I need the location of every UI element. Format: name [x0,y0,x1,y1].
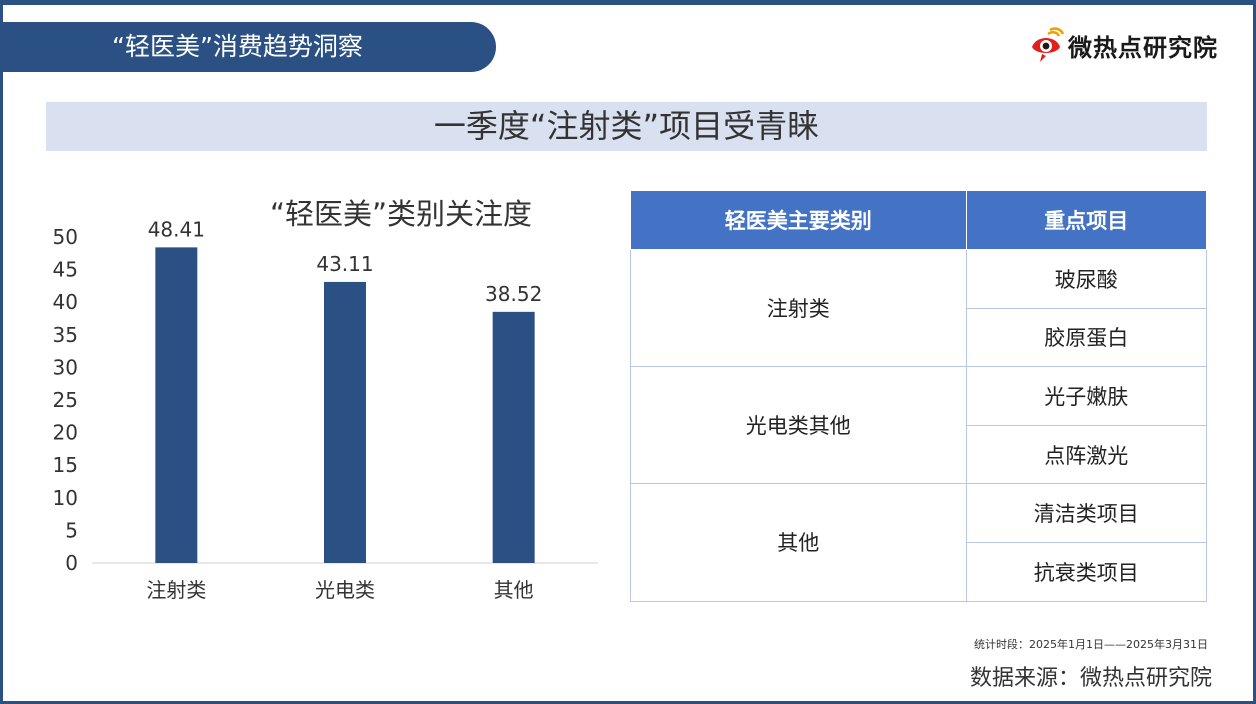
bar [492,311,535,563]
project-cell: 光子嫩肤 [965,366,1208,426]
table-row: 注射类 玻尿酸 [630,248,1208,368]
data-source: 数据来源：微热点研究院 [969,666,1212,691]
project-cell: 抗衰类项目 [965,541,1208,602]
y-tick-label: 25 [53,388,78,412]
project-cell: 点阵激光 [965,424,1208,485]
y-tick-label: 15 [53,453,78,477]
project-cell: 清洁类项目 [965,483,1208,543]
header-title: “轻医美”消费趋势洞察 [0,22,496,72]
category-cell: 其他 [630,483,967,602]
logo: 微热点研究院 [1026,24,1218,66]
category-table: 轻医美主要类别 重点项目 注射类 玻尿酸 胶原蛋白 光电类其他 光子嫩肤 点阵激… [630,190,1208,602]
bar [155,247,198,563]
bar [324,281,366,563]
y-tick-label: 45 [53,258,78,282]
y-tick-label: 35 [53,323,78,347]
table-header-row: 轻医美主要类别 重点项目 [630,190,1208,250]
table-header-category: 轻医美主要类别 [630,190,967,250]
table-header-project: 重点项目 [965,190,1208,250]
y-tick-label: 20 [53,421,78,445]
y-tick-label: 5 [65,518,78,542]
banner-title: 一季度“注射类”项目受青睐 [46,102,1207,151]
table-row: 点阵激光 [631,424,1208,485]
table-row: 胶原蛋白 [631,307,1208,368]
y-tick-label: 40 [53,290,78,314]
table-row: 抗衰类项目 [631,541,1208,602]
category-cell: 光电类其他 [630,366,967,485]
y-tick-label: 30 [53,355,78,379]
y-tick-label: 50 [53,225,78,249]
logo-text: 微热点研究院 [1068,33,1218,62]
weibo-eye-logo-icon [1026,25,1066,65]
chart-title: “轻医美”类别关注度 [270,197,533,231]
data-label: 38.52 [485,282,542,306]
x-tick-label: 注射类 [146,578,206,602]
statistics-period: 统计时段：2025年1月1日——2025年3月31日 [974,638,1208,651]
y-tick-label: 10 [53,486,78,510]
y-tick-label: 0 [65,551,78,575]
data-label: 43.11 [316,252,373,276]
table-row: 光电类其他 光子嫩肤 [630,366,1208,485]
x-tick-label: 其他 [494,578,534,602]
project-cell: 玻尿酸 [965,249,1208,309]
data-label: 48.41 [148,217,205,241]
table-row: 其他 清洁类项目 [630,483,1208,602]
category-cell: 注射类 [630,248,967,368]
x-tick-label: 光电类 [315,578,375,602]
bar-chart: 0 5 10 15 20 25 30 35 40 45 50 48.41 注射类 43.11 光电类 38.5… [53,217,598,602]
project-cell: 胶原蛋白 [965,307,1208,368]
